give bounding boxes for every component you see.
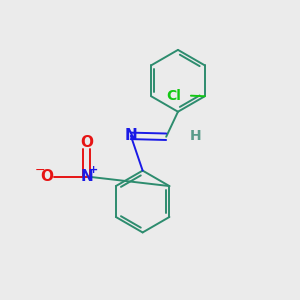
Text: −: − [35, 164, 45, 176]
Text: O: O [40, 169, 53, 184]
Text: Cl: Cl [166, 89, 181, 103]
Text: O: O [80, 135, 93, 150]
Text: N: N [80, 169, 93, 184]
Text: +: + [88, 165, 98, 175]
Text: N: N [124, 128, 137, 143]
Text: H: H [190, 129, 201, 143]
